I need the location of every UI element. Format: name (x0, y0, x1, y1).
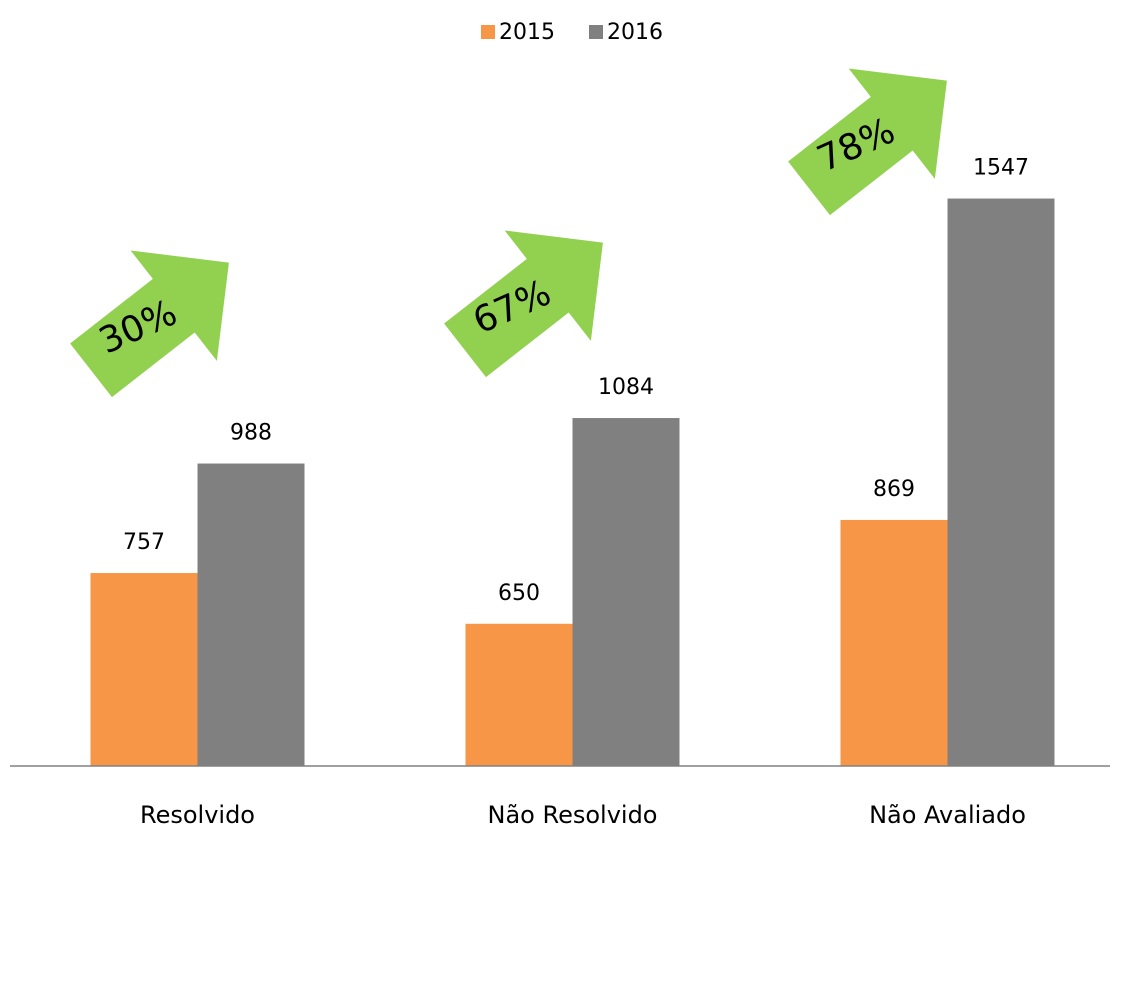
data-label: 869 (873, 477, 915, 502)
bar (572, 418, 680, 766)
arrow-shape (788, 68, 947, 216)
data-label: 757 (123, 530, 165, 555)
data-label: 1084 (598, 375, 654, 400)
bar (90, 573, 198, 766)
legend-swatch (589, 25, 603, 39)
bar (465, 623, 573, 766)
bar (840, 519, 948, 766)
arrow-shape (444, 230, 603, 378)
legend-label: 2015 (499, 20, 555, 45)
x-tick-label: Não Avaliado (869, 801, 1026, 829)
growth-arrow: 30% (70, 250, 229, 398)
data-label: 1547 (973, 156, 1029, 181)
bar (947, 198, 1055, 767)
growth-arrow: 67% (444, 230, 603, 378)
legend-swatch (481, 25, 495, 39)
arrow-shape (70, 250, 229, 398)
x-tick-label: Resolvido (140, 801, 255, 829)
data-label: 988 (230, 421, 272, 446)
x-tick-label: Não Resolvido (488, 801, 658, 829)
legend-label: 2016 (607, 20, 663, 45)
data-label: 650 (498, 581, 540, 606)
bar (197, 463, 305, 766)
